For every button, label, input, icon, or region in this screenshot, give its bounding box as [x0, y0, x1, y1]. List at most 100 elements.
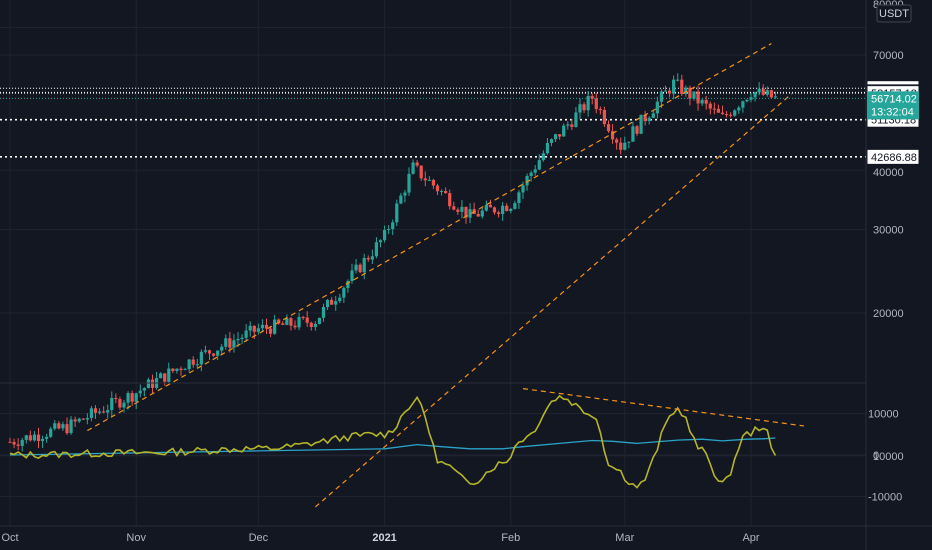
candle-up — [382, 225, 387, 243]
svg-text:56714.02: 56714.02 — [871, 93, 917, 105]
candle-down — [431, 178, 436, 190]
candle-up — [509, 207, 513, 214]
candle-up — [480, 207, 484, 219]
candle-down — [102, 406, 106, 414]
candle-down — [81, 418, 85, 420]
candle-down — [268, 325, 273, 338]
oscillator-trend-line[interactable] — [522, 388, 805, 427]
candle-down — [716, 104, 721, 113]
candle-up — [745, 99, 749, 103]
candle-up — [216, 350, 220, 361]
candle-down — [558, 134, 562, 140]
candle-up — [203, 345, 208, 354]
candle-down — [602, 106, 607, 127]
candle-up — [737, 105, 741, 114]
candle-up — [183, 367, 187, 371]
candle-up — [545, 137, 550, 155]
candle-up — [224, 334, 228, 350]
candle-up — [513, 200, 517, 210]
candle-down — [163, 373, 167, 386]
grid-lines — [0, 0, 866, 526]
candle-down — [643, 110, 647, 126]
candle-up — [439, 189, 444, 196]
candle-up — [61, 421, 65, 431]
price-axis[interactable]: 800007000040000300002000010000 — [873, 0, 904, 463]
candle-down — [415, 160, 419, 168]
candle-down — [594, 92, 598, 114]
candle-up — [753, 91, 757, 102]
candle-up — [562, 123, 566, 137]
candle-up — [69, 416, 73, 435]
candle-down — [667, 88, 672, 98]
candle-down — [720, 105, 725, 115]
candle-down — [207, 349, 212, 360]
candle-up — [378, 239, 383, 248]
candle-down — [724, 110, 729, 118]
candle-up — [566, 121, 570, 130]
time-axis[interactable]: Oct Nov Dec 2021 Feb Mar Apr — [1, 532, 759, 544]
candle-down — [211, 353, 216, 358]
candle-down — [448, 189, 452, 210]
candle-up — [338, 293, 342, 304]
currency-badge[interactable]: USDT — [876, 4, 912, 23]
candle-up — [578, 98, 582, 120]
candle-up — [85, 413, 89, 425]
candle-up — [399, 192, 403, 205]
time-tick-label: Dec — [249, 532, 269, 544]
oscillator-tick-label: 0 — [873, 450, 879, 462]
candle-down — [606, 120, 611, 133]
candle-up — [122, 399, 126, 413]
oscillator-pane[interactable] — [9, 388, 805, 489]
candle-up — [391, 219, 395, 236]
candle-up — [407, 167, 411, 196]
candle-up — [273, 314, 277, 335]
currency-label: USDT — [879, 8, 909, 20]
candle-up — [77, 417, 81, 424]
candle-down — [680, 74, 684, 97]
candle-up — [285, 314, 289, 326]
candle-up — [45, 433, 49, 443]
candle-down — [150, 374, 155, 393]
candle-up — [32, 431, 37, 442]
channel-lower-line[interactable] — [314, 93, 793, 508]
candle-down — [488, 199, 493, 208]
candle-down — [309, 321, 313, 331]
candle-down — [635, 124, 639, 136]
svg-text:42686.88: 42686.88 — [871, 152, 917, 164]
candle-down — [293, 320, 297, 330]
candle-up — [370, 249, 374, 264]
candle-down — [114, 393, 118, 404]
candle-up — [97, 408, 102, 415]
candle-down — [582, 102, 586, 114]
candle-down — [496, 210, 501, 218]
main-pane[interactable] — [0, 43, 866, 508]
candle-up — [427, 176, 431, 181]
candle-down — [73, 416, 77, 427]
candle-down — [171, 368, 175, 374]
candle-up — [256, 323, 260, 335]
candle-up — [684, 85, 688, 97]
candle-down — [696, 85, 700, 111]
candle-up — [350, 263, 354, 284]
candle-down — [36, 427, 41, 449]
candle-down — [228, 331, 232, 353]
candle-up — [167, 362, 171, 383]
channel-upper-line[interactable] — [87, 43, 772, 432]
level-labels: 59576.7258385.8158157.1851130.1842686.88… — [866, 80, 920, 165]
candle-up — [24, 434, 28, 444]
candle-up — [248, 321, 252, 337]
candle-down — [464, 206, 468, 224]
candle-down — [8, 437, 12, 443]
candle-up — [159, 372, 163, 379]
candle-up — [659, 89, 664, 109]
candle-down — [708, 101, 712, 115]
candle-up — [362, 253, 366, 280]
candle-up — [53, 420, 57, 431]
candle-down — [729, 112, 733, 118]
candle-down — [305, 311, 309, 327]
candle-down — [444, 187, 448, 194]
candle-up — [533, 165, 537, 176]
